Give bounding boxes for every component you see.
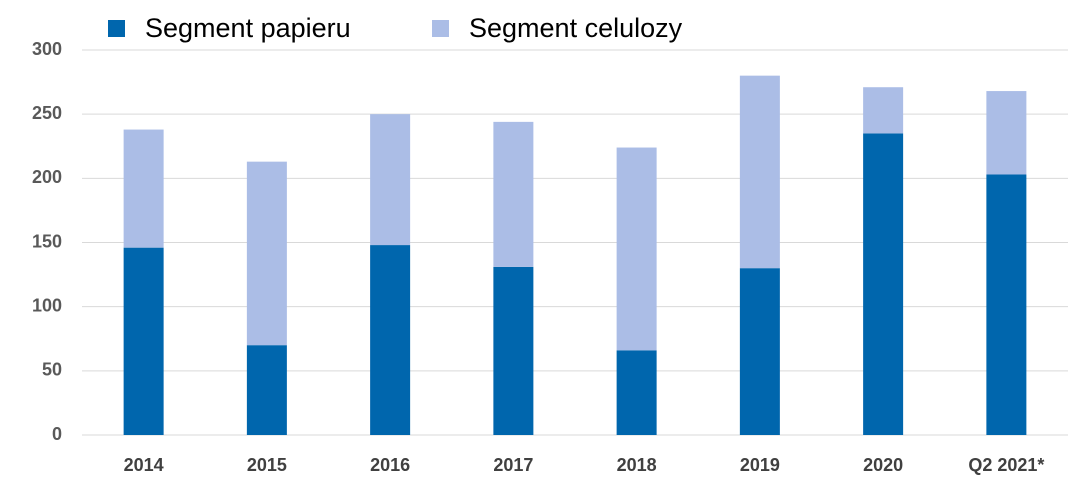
y-tick-label: 0 xyxy=(52,424,62,444)
x-tick-label: 2020 xyxy=(863,455,903,475)
legend-label: Segment papieru xyxy=(145,13,351,43)
bar-segment xyxy=(493,121,534,267)
bar-segment xyxy=(863,133,904,435)
bar-segment xyxy=(370,114,411,246)
x-tick-label: 2016 xyxy=(370,455,410,475)
bar-segment xyxy=(493,266,534,435)
bar-segment xyxy=(863,87,904,134)
bar-segment xyxy=(986,91,1027,175)
x-tick-label: 2018 xyxy=(617,455,657,475)
legend-swatch xyxy=(108,20,125,37)
bar-segment xyxy=(370,245,411,435)
y-tick-label: 200 xyxy=(32,167,62,187)
legend-label: Segment celulozy xyxy=(469,13,683,43)
x-tick-label: Q2 2021* xyxy=(968,455,1044,475)
bar-segment xyxy=(616,147,657,351)
bar-segment xyxy=(123,247,164,435)
x-tick-label: 2014 xyxy=(124,455,164,475)
bar-segment xyxy=(616,350,657,435)
x-tick-label: 2019 xyxy=(740,455,780,475)
bar-segment xyxy=(739,75,780,269)
x-tick-label: 2017 xyxy=(493,455,533,475)
y-tick-label: 100 xyxy=(32,295,62,315)
x-tick-label: 2015 xyxy=(247,455,287,475)
legend-swatch xyxy=(432,20,449,37)
bar-segment xyxy=(246,161,287,346)
y-tick-label: 50 xyxy=(42,360,62,380)
bar-segment xyxy=(739,268,780,435)
y-tick-label: 300 xyxy=(32,39,62,59)
bar-segment xyxy=(123,129,164,248)
bar-segment xyxy=(246,345,287,435)
y-tick-label: 250 xyxy=(32,103,62,123)
y-tick-label: 150 xyxy=(32,231,62,251)
bar-segment xyxy=(986,174,1027,435)
